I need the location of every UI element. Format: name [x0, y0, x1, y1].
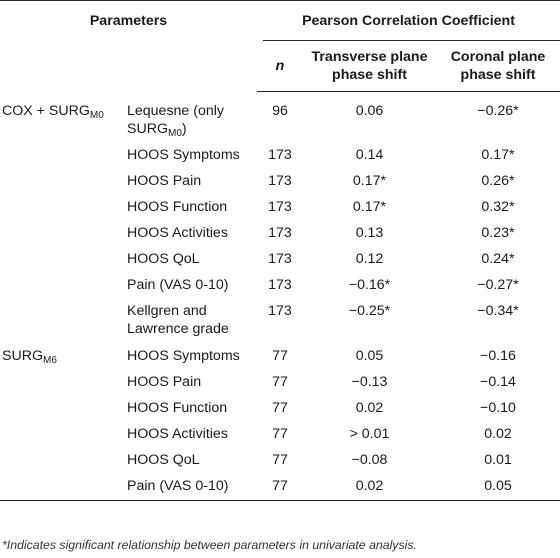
- header-coronal: Coronal plane phase shift: [436, 41, 560, 92]
- param-cell: HOOS QoL: [127, 250, 200, 267]
- transverse-cell: 0.12: [355, 250, 384, 267]
- table-row: HOOS Activities 77 > 0.01 0.02: [0, 422, 560, 448]
- param-cell: Pain (VAS 0-10): [127, 276, 229, 293]
- coronal-cell: −0.26*: [477, 103, 519, 119]
- correlation-table: Parameters Pearson Correlation Coefficie…: [0, 0, 560, 501]
- header-pcc-label: Pearson Correlation Coefficient: [302, 13, 515, 29]
- coronal-cell: 0.05: [436, 473, 560, 501]
- table-row: Pain (VAS 0-10) 77 0.02 0.05: [0, 473, 560, 501]
- coronal-cell: −0.27*: [477, 276, 519, 293]
- table-row: HOOS QoL 77 −0.08 0.01: [0, 448, 560, 474]
- transverse-cell: 0.13: [355, 224, 384, 241]
- n-cell: 77: [272, 451, 288, 468]
- n-cell: 173: [268, 172, 292, 189]
- header-transverse-line1: Transverse plane: [311, 49, 428, 65]
- coronal-cell: −0.10: [480, 399, 516, 416]
- coronal-cell: 0.26*: [481, 172, 515, 189]
- transverse-cell: 0.02: [355, 399, 384, 416]
- table-row: HOOS Symptoms 173 0.14 0.17*: [0, 143, 560, 169]
- transverse-cell: 0.05: [355, 347, 384, 364]
- table-row: COX + SURGM0 Lequesne (only SURGM0) 96 0…: [0, 92, 560, 143]
- n-cell: 173: [268, 146, 292, 163]
- table-row: Pain (VAS 0-10) 173 −0.16* −0.27*: [0, 273, 560, 299]
- table-row: HOOS Function 173 0.17* 0.32*: [0, 195, 560, 221]
- header-transverse: Transverse plane phase shift: [303, 41, 436, 92]
- transverse-cell: −0.16*: [348, 276, 391, 293]
- n-cell: 173: [268, 198, 292, 215]
- header-coronal-line1: Coronal plane: [450, 49, 546, 65]
- n-cell: 77: [272, 399, 288, 416]
- header-pearson-correlation: Pearson Correlation Coefficient: [257, 0, 560, 41]
- param-cell: HOOS Pain: [127, 373, 202, 390]
- transverse-cell: 0.14: [355, 146, 384, 163]
- param-cell: HOOS QoL: [127, 451, 200, 468]
- table-row: HOOS Pain 77 −0.13 −0.14: [0, 370, 560, 396]
- table-row: SURGM6 HOOS Symptoms 77 0.05 −0.16: [0, 343, 560, 370]
- n-cell: 77: [257, 473, 303, 501]
- header-divider: [263, 40, 560, 41]
- transverse-cell: 0.06: [355, 103, 384, 119]
- table-row: HOOS Pain 173 0.17* 0.26*: [0, 169, 560, 195]
- coronal-cell: −0.16: [480, 347, 516, 364]
- param-cell: HOOS Activities: [127, 425, 228, 442]
- n-cell: 77: [272, 347, 288, 364]
- correlation-table-container: Parameters Pearson Correlation Coefficie…: [0, 0, 560, 501]
- param-cell: HOOS Function: [127, 198, 228, 215]
- header-n: n: [257, 41, 303, 92]
- param-cell: HOOS Pain: [127, 172, 202, 189]
- group-label-surg-m6: SURGM6: [2, 347, 57, 366]
- param-cell: Lequesne (only SURGM0): [127, 102, 225, 139]
- coronal-cell: −0.14: [480, 373, 516, 390]
- param-cell: HOOS Activities: [127, 224, 228, 241]
- n-cell: 96: [272, 103, 288, 119]
- n-cell: 173: [268, 250, 292, 267]
- coronal-cell: 0.01: [484, 451, 512, 468]
- transverse-cell: 0.17*: [352, 198, 387, 215]
- coronal-cell: 0.02: [484, 425, 512, 442]
- table-row: HOOS Function 77 0.02 −0.10: [0, 396, 560, 422]
- n-cell: 77: [272, 373, 288, 390]
- header-transverse-line2: phase shift: [332, 67, 407, 83]
- n-cell: 77: [272, 425, 288, 442]
- coronal-cell: −0.34*: [477, 302, 519, 319]
- param-cell: Kellgren and Lawrence grade: [127, 302, 229, 337]
- table-row: Kellgren and Lawrence grade 173 −0.25* −…: [0, 299, 560, 343]
- header-parameters: Parameters: [0, 0, 257, 92]
- param-cell: Pain (VAS 0-10): [121, 473, 257, 501]
- table-footnote: *Indicates significant relationship betw…: [2, 538, 417, 552]
- param-cell: HOOS Symptoms: [127, 146, 240, 163]
- header-coronal-line2: phase shift: [460, 67, 536, 83]
- param-cell: HOOS Symptoms: [127, 347, 240, 364]
- table-row: HOOS QoL 173 0.12 0.24*: [0, 247, 560, 273]
- table-row: HOOS Activities 173 0.13 0.23*: [0, 221, 560, 247]
- transverse-cell: −0.08: [351, 451, 388, 468]
- transverse-cell: > 0.01: [349, 425, 390, 442]
- n-cell: 173: [268, 276, 292, 293]
- coronal-cell: 0.24*: [481, 250, 515, 267]
- param-cell: HOOS Function: [127, 399, 228, 416]
- n-cell: 173: [268, 224, 292, 241]
- coronal-cell: 0.32*: [481, 198, 515, 215]
- coronal-cell: 0.17*: [481, 146, 515, 163]
- transverse-cell: −0.25*: [348, 302, 391, 319]
- transverse-cell: 0.17*: [352, 172, 387, 189]
- group-label-cox-surg-m0: COX + SURGM0: [2, 102, 104, 121]
- n-cell: 173: [268, 302, 292, 319]
- transverse-cell: 0.02: [303, 473, 436, 501]
- transverse-cell: −0.13: [351, 373, 388, 390]
- coronal-cell: 0.23*: [481, 224, 515, 241]
